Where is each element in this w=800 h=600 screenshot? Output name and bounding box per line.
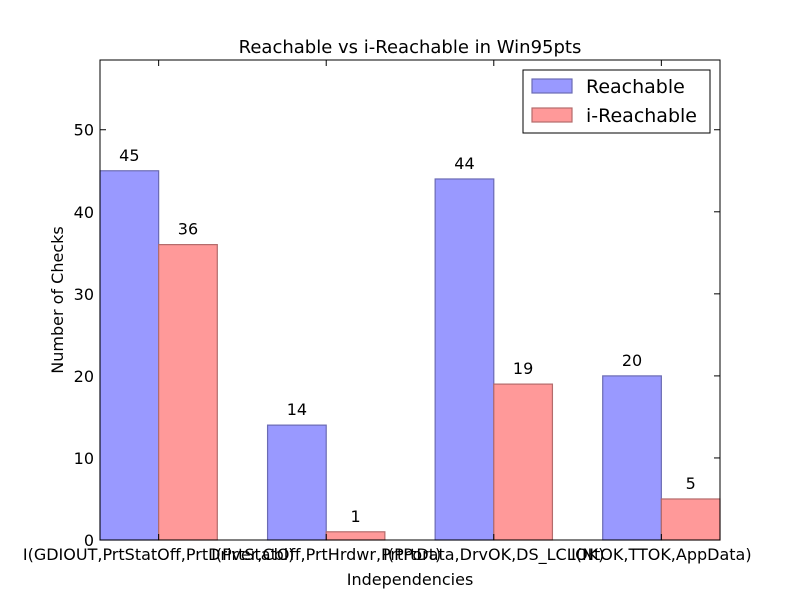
- y-tick-label: 10: [74, 449, 94, 468]
- bar-value-label: 1: [350, 507, 360, 526]
- plot-frame: [99, 59, 721, 541]
- bar-value-label: 5: [686, 474, 696, 493]
- chart-title: Reachable vs i-Reachable in Win95pts: [239, 37, 582, 58]
- y-tick-label: 20: [74, 367, 94, 386]
- legend-swatch-i-reachable: [531, 107, 573, 123]
- x-tick-label: I(PrtStatOff,PrtHrdwr,PrtPort): [211, 545, 441, 564]
- legend-label-i-reachable: i-Reachable: [586, 105, 697, 127]
- bar-value-label: 36: [178, 220, 198, 239]
- legend-swatch-reachable: [531, 78, 573, 94]
- bar-reachable: [99, 170, 160, 541]
- bar-value-label: 20: [622, 351, 642, 370]
- bar-i-reachable: [325, 531, 386, 541]
- y-tick-label: 50: [74, 121, 94, 140]
- bar-value-label: 19: [513, 359, 533, 378]
- bar-value-label: 45: [119, 146, 139, 165]
- bar-i-reachable: [660, 498, 721, 541]
- y-tick-label: 40: [74, 203, 94, 222]
- bar-reachable: [602, 375, 662, 541]
- bar-value-label: 14: [287, 400, 307, 419]
- legend: Reachable i-Reachable: [522, 69, 711, 134]
- bar-i-reachable: [158, 244, 218, 541]
- bar-reachable: [266, 424, 327, 541]
- x-axis-label: Independencies: [347, 570, 474, 589]
- y-tick-label: 30: [74, 285, 94, 304]
- bar-value-label: 44: [454, 154, 474, 173]
- bar-reachable: [434, 178, 495, 541]
- y-axis-label: Number of Checks: [48, 226, 67, 373]
- bar-i-reachable: [493, 383, 554, 541]
- y-tick-label: 0: [84, 531, 94, 550]
- x-tick-label: I(GDIOUT,PrtStatOff,PrtDriver,Cbl): [23, 545, 295, 564]
- x-tick-label: I(PrtData,DrvOK,DS_LCLOK): [383, 545, 604, 565]
- legend-label-reachable: Reachable: [586, 76, 685, 98]
- x-tick-label: I(NtOK,TTOK,AppData): [571, 545, 752, 564]
